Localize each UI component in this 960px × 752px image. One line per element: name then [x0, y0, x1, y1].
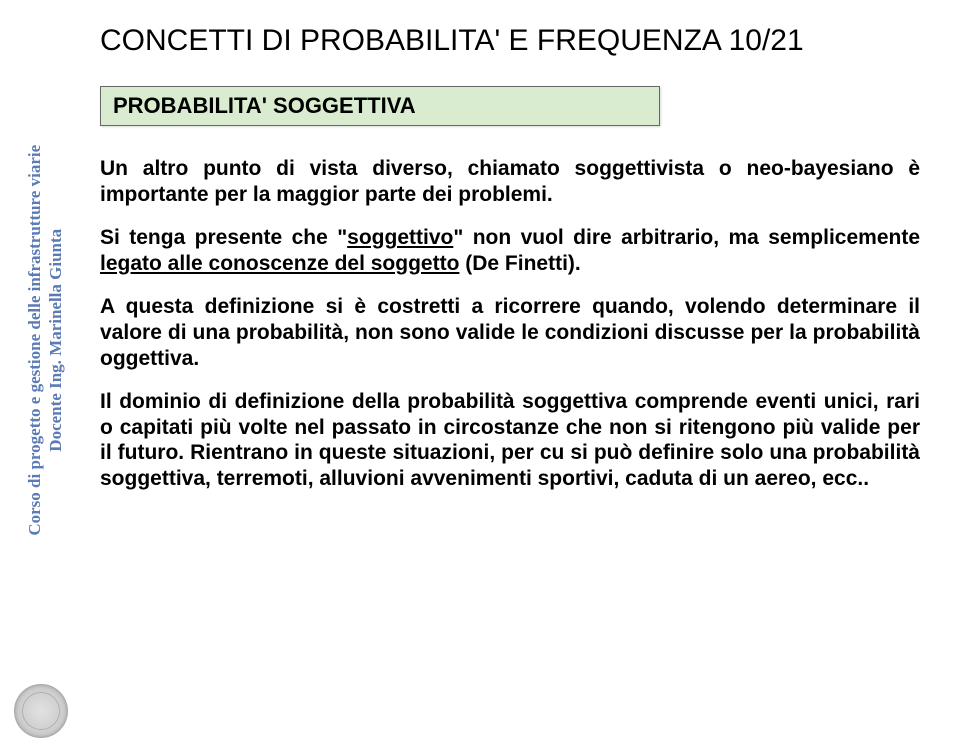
- sidebar-line1: Corso di progetto e gestione delle infra…: [25, 145, 44, 536]
- page-title: CONCETTI DI PROBABILITA' E FREQUENZA 10/…: [100, 24, 920, 58]
- section-box-label: PROBABILITA' SOGGETTIVA: [113, 93, 647, 119]
- p2-mid: " non vuol dire arbitrario, ma semplicem…: [453, 226, 920, 249]
- paragraph-4: Il dominio di definizione della probabil…: [100, 389, 920, 491]
- seal-icon: [14, 684, 68, 738]
- p2-underline-1: soggettivo: [347, 226, 453, 249]
- paragraph-3: A questa definizione si è costretti a ri…: [100, 294, 920, 371]
- paragraph-2: Si tenga presente che "soggettivo" non v…: [100, 225, 920, 276]
- section-box: PROBABILITA' SOGGETTIVA: [100, 86, 660, 126]
- sidebar-course-info: Corso di progetto e gestione delle infra…: [10, 60, 80, 620]
- p2-post: (De Finetti).: [459, 252, 580, 275]
- paragraph-1: Un altro punto di vista diverso, chiamat…: [100, 156, 920, 207]
- p2-underline-2: legato alle conoscenze del soggetto: [100, 252, 459, 275]
- main-content: CONCETTI DI PROBABILITA' E FREQUENZA 10/…: [100, 24, 920, 510]
- p2-pre: Si tenga presente che ": [100, 226, 347, 249]
- sidebar-line2: Docente Ing. Marinella Giunta: [46, 229, 65, 452]
